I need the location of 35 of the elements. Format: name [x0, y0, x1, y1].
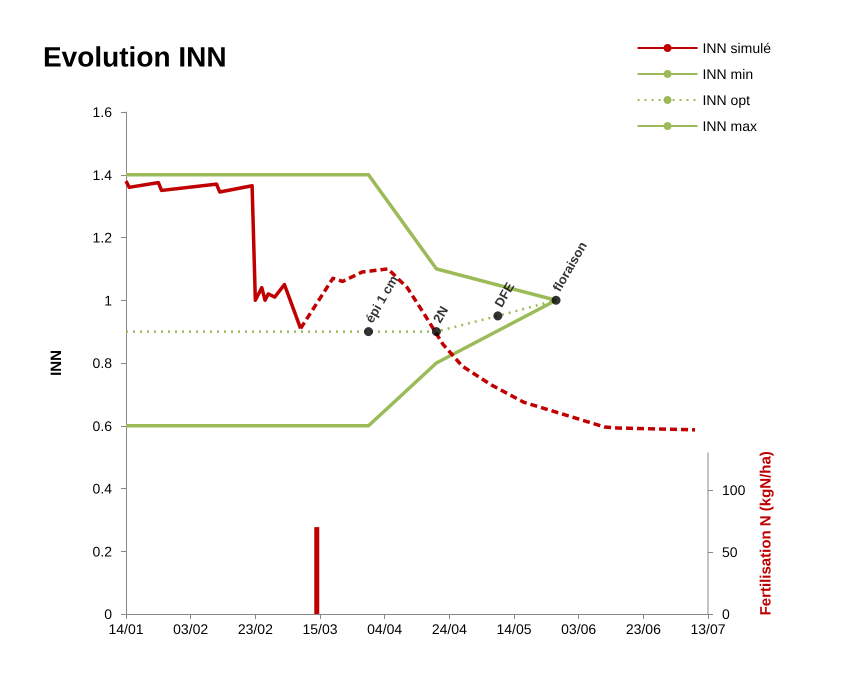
x-tick-label: 14/01 [108, 621, 144, 637]
x-tick-label: 23/02 [238, 621, 274, 637]
annotation: épi 1 cm [362, 272, 401, 326]
x-tick-label: 23/06 [626, 621, 662, 637]
annotation: 2N [430, 303, 452, 326]
y2-tick-label: 50 [722, 544, 738, 560]
x-tick-label: 03/06 [561, 621, 596, 637]
y2-tick-label: 100 [722, 482, 746, 498]
legend-label: INN opt [702, 92, 750, 108]
x-tick-label: 15/03 [302, 621, 338, 637]
y-tick-label: 0.6 [92, 418, 112, 434]
x-tick-label: 24/04 [432, 621, 468, 637]
x-tick-label: 14/05 [496, 621, 532, 637]
x-tick-label: 13/07 [690, 621, 726, 637]
y-axis-title: INN [48, 350, 65, 376]
y2-axis-title: Fertilisation N (kgN/ha) [758, 451, 774, 616]
y-tick-label: 0.4 [92, 480, 112, 496]
y-tick-label: 1 [104, 292, 112, 308]
legend-label: INN min [702, 66, 754, 82]
point [493, 311, 502, 320]
x-tick-label: 04/04 [367, 621, 402, 637]
point [364, 327, 373, 336]
y2-tick-label: 0 [722, 606, 730, 622]
legend-label: INN max [702, 118, 757, 134]
chart-title: Evolution INN [43, 42, 227, 72]
y-tick-label: 0.8 [92, 355, 112, 371]
y-tick-label: 1.2 [92, 230, 112, 246]
point [432, 327, 441, 336]
y-tick-label: 0.2 [92, 543, 112, 560]
legend-label: INN simulé [702, 40, 772, 56]
y-tick-label: 1.4 [92, 166, 112, 183]
y-tick-label: 1.6 [92, 104, 112, 120]
point [552, 296, 561, 305]
y-tick-label: 0 [104, 606, 112, 622]
x-tick-label: 03/02 [173, 621, 208, 637]
